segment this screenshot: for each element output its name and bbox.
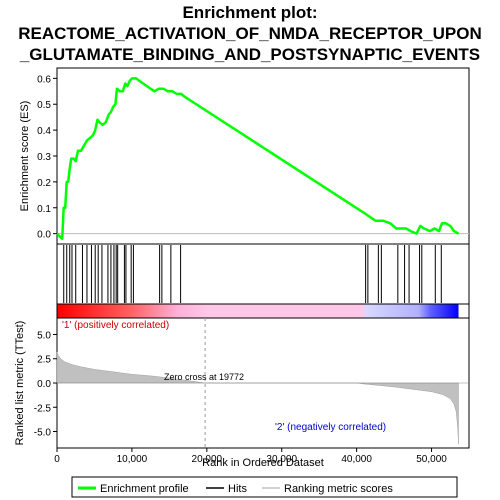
es-y-tick-label: 0.5 (37, 100, 51, 111)
rank-gradient (57, 304, 459, 318)
metric-y-tick-label: -5.0 (34, 428, 52, 439)
zero-cross-label: Zero cross at 19772 (164, 372, 244, 382)
negative-correlation-label: '2' (negatively correlated) (275, 422, 386, 433)
metric-y-tick-label: -2.5 (34, 403, 52, 414)
x-tick-label: 20,000 (192, 454, 223, 465)
es-y-axis-label: Enrichment score (ES) (19, 101, 31, 212)
hits-layer (63, 245, 442, 303)
metric-layer (56, 318, 469, 448)
es-layer (56, 77, 469, 241)
es-panel-frame (56, 67, 470, 245)
x-tick-label: 10,000 (117, 454, 148, 465)
es-y-tick-label: 0.0 (37, 230, 51, 241)
hits-panel-frame (56, 243, 470, 305)
x-tick-label: 40,000 (341, 454, 372, 465)
legend-metric-label: Ranking metric scores (284, 483, 393, 495)
axis-layer: 0.0 0.1 0.2 0.3 0.4 0.5 0.6 5.0 2.5 0.0 -2.5 -5.0 0 1… (34, 74, 448, 465)
es-y-tick-label: 0.6 (37, 74, 51, 85)
metric-y-tick-label: 5.0 (37, 330, 51, 341)
metric-y-axis-label: Ranked list metric (TTest) (14, 321, 26, 446)
x-axis-label: Rank in Ordered Dataset (202, 457, 324, 469)
rank-gradient-bar (57, 304, 459, 318)
x-tick-label: 0 (54, 454, 60, 465)
chart-title-line-1: Enrichment plot: (182, 3, 317, 22)
es-y-tick-label: 0.2 (37, 178, 51, 189)
enrichment-profile-line (56, 77, 460, 241)
legend-box (71, 476, 458, 498)
chart-title-line-3: _GLUTAMATE_BINDING_AND_POSTSYNAPTIC_EVEN… (19, 45, 480, 64)
legend-enrichment-label: Enrichment profile (100, 483, 189, 495)
es-y-tick-label: 0.3 (37, 152, 51, 163)
positive-correlation-label: '1' (positively correlated) (62, 320, 169, 331)
x-tick-label: 50,000 (416, 454, 447, 465)
es-y-tick-label: 0.4 (37, 126, 51, 137)
es-y-tick-label: 0.1 (37, 204, 51, 215)
x-tick-label: 30,000 (266, 454, 297, 465)
metric-y-tick-label: 0.0 (37, 379, 51, 390)
chart-title-line-2: REACTOME_ACTIVATION_OF_NMDA_RECEPTOR_UPO… (18, 24, 481, 43)
legend-hits-label: Hits (228, 483, 247, 495)
metric-y-tick-label: 2.5 (37, 355, 51, 366)
